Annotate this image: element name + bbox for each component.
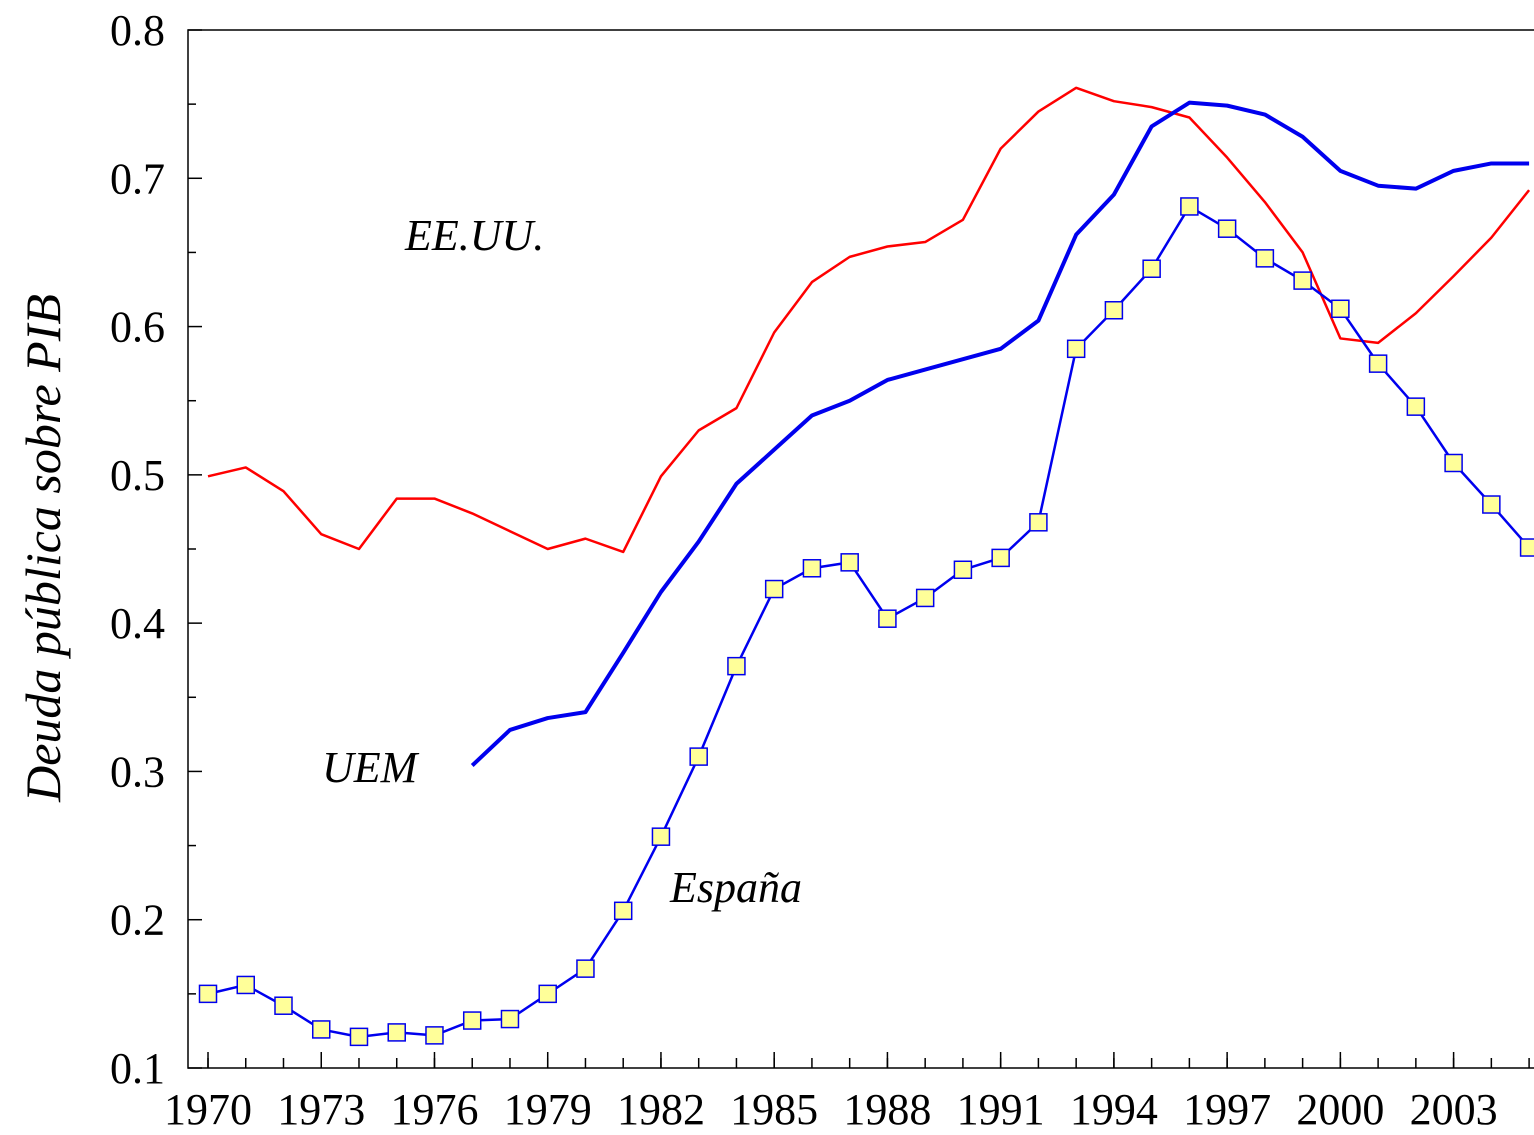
marker bbox=[727, 656, 746, 676]
marker bbox=[274, 996, 293, 1015]
marker bbox=[500, 1009, 520, 1029]
y-tick-label: 0.6 bbox=[110, 303, 165, 352]
marker bbox=[1293, 271, 1312, 290]
marker bbox=[1029, 513, 1048, 532]
marker bbox=[538, 984, 557, 1004]
y-tick-label: 0.4 bbox=[110, 599, 165, 648]
y-tick-label: 0.3 bbox=[110, 747, 165, 796]
marker bbox=[1142, 259, 1161, 278]
marker bbox=[1519, 538, 1534, 557]
x-tick-label: 1994 bbox=[1070, 1085, 1158, 1134]
axes bbox=[187, 29, 1534, 1069]
marker bbox=[1368, 354, 1388, 373]
marker bbox=[1406, 397, 1426, 416]
y-tick-label: 0.7 bbox=[110, 154, 165, 203]
x-tick-label: 1973 bbox=[277, 1085, 365, 1134]
marker bbox=[1255, 249, 1275, 268]
x-tick-label: 1979 bbox=[504, 1085, 592, 1134]
marker bbox=[425, 1026, 444, 1045]
series-label: EE.UU. bbox=[404, 211, 544, 260]
series-line bbox=[207, 86, 1531, 554]
marker bbox=[1104, 301, 1124, 320]
marker bbox=[878, 609, 897, 628]
marker bbox=[349, 1027, 369, 1047]
marker bbox=[387, 1023, 406, 1042]
marker bbox=[802, 559, 822, 578]
marker bbox=[1444, 453, 1463, 473]
x-tick-label: 1970 bbox=[164, 1085, 252, 1134]
marker bbox=[953, 560, 973, 580]
x-tick-label: 1976 bbox=[390, 1085, 478, 1134]
marker bbox=[1180, 197, 1199, 216]
x-tick-label: 1988 bbox=[843, 1085, 931, 1134]
marker bbox=[1482, 495, 1501, 514]
x-tick-label: 2000 bbox=[1296, 1085, 1384, 1134]
marker bbox=[915, 588, 935, 608]
marker bbox=[236, 975, 256, 995]
marker bbox=[311, 1020, 331, 1039]
marker bbox=[613, 901, 633, 921]
x-tick-label: 2003 bbox=[1410, 1085, 1498, 1134]
marker bbox=[651, 827, 671, 846]
marker bbox=[1217, 219, 1237, 238]
marker bbox=[576, 959, 595, 978]
marker bbox=[689, 747, 708, 766]
marker bbox=[991, 548, 1010, 568]
x-tick-label: 1982 bbox=[617, 1085, 705, 1134]
series-line bbox=[470, 100, 1530, 767]
y-tick-label: 0.5 bbox=[110, 451, 165, 500]
x-tick-label: 1991 bbox=[957, 1085, 1045, 1134]
series-label: UEM bbox=[322, 743, 420, 792]
x-tick-label: 1985 bbox=[730, 1085, 818, 1134]
series-line bbox=[207, 205, 1531, 1039]
marker bbox=[198, 984, 218, 1004]
y-tick-label: 0.2 bbox=[110, 896, 165, 945]
marker bbox=[1331, 299, 1350, 319]
y-axis-label: Deuda pública sobre PIB bbox=[15, 294, 71, 803]
marker bbox=[462, 1011, 482, 1030]
x-tick-label: 1997 bbox=[1183, 1085, 1271, 1134]
marker bbox=[1066, 339, 1086, 359]
series-label: España bbox=[669, 863, 802, 912]
marker bbox=[840, 553, 859, 572]
marker bbox=[764, 579, 784, 599]
y-tick-label: 0.8 bbox=[110, 6, 165, 55]
y-tick-label: 0.1 bbox=[110, 1044, 165, 1093]
